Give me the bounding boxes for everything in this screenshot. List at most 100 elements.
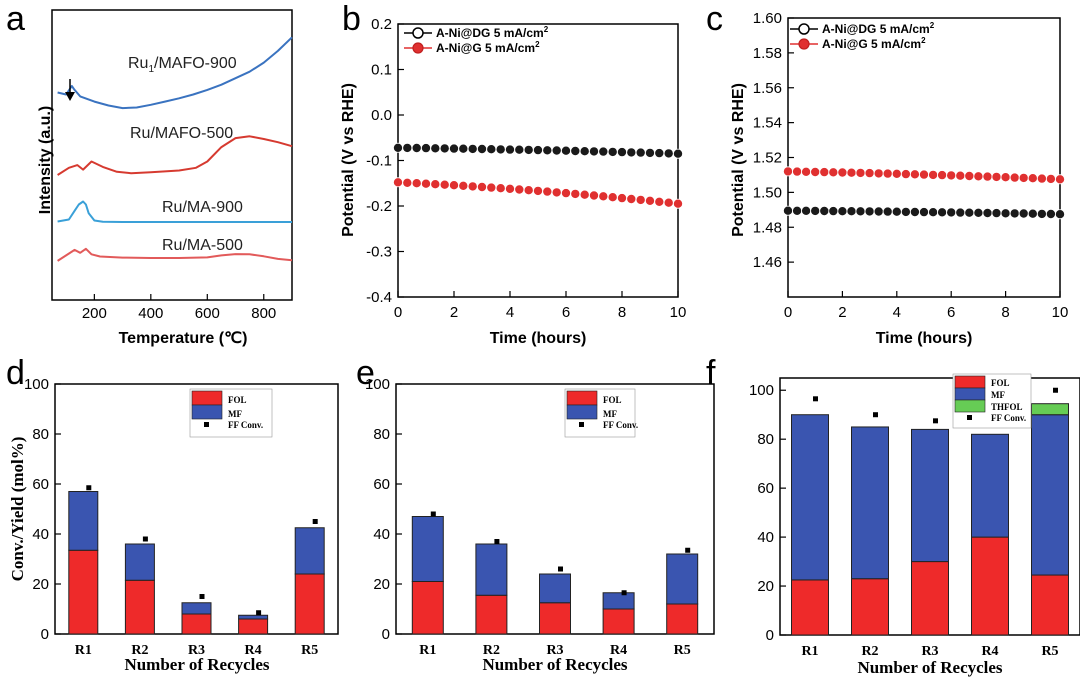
x-tick-label: 8 (618, 304, 626, 321)
x-tick-label: R5 (1041, 644, 1058, 659)
data-point (579, 189, 590, 200)
y-tick-label: 60 (373, 476, 390, 493)
y-tick-label: 1.60 (753, 10, 782, 27)
x-tick-label: R5 (674, 643, 691, 658)
data-point (982, 207, 993, 218)
legend-b: A-Ni@DG 5 mA/cm2 A-Ni@G 5 mA/cm2 (404, 25, 549, 55)
x-tick-label: R1 (75, 643, 92, 658)
y-tick-label: 100 (749, 382, 774, 399)
bar-fol-r2 (124, 579, 155, 635)
data-point (900, 169, 911, 180)
panel-label-a: a (6, 0, 25, 38)
y-tick-label: 0 (382, 626, 390, 643)
data-point (589, 146, 600, 157)
bars-d (68, 485, 325, 635)
x-tick-label: R3 (546, 643, 563, 658)
x-tick-label: 8 (1001, 304, 1009, 321)
curve-0 (57, 36, 293, 110)
data-point (514, 144, 525, 155)
data-point (837, 167, 848, 178)
legend-swatch-mf (566, 404, 598, 420)
data-point (542, 186, 553, 197)
bar-fol-r5 (294, 573, 325, 635)
curve-3 (57, 247, 293, 262)
legend-ff-conv-marker (967, 415, 972, 420)
data-point (937, 170, 948, 181)
data-point (991, 208, 1002, 219)
bar-mf-r1 (791, 414, 829, 581)
y-tick-label: 80 (373, 426, 390, 443)
data-point (430, 179, 441, 190)
data-point (439, 143, 450, 154)
y-tick-label: 0.2 (371, 16, 392, 33)
data-point (1036, 208, 1047, 219)
x-tick-label: R4 (610, 643, 627, 658)
y-tick-label: 20 (757, 578, 774, 595)
y-tick-label: 1.54 (753, 115, 782, 132)
y-tick-label: -0.2 (366, 198, 392, 215)
data-point (504, 183, 515, 194)
x-tick-label: 10 (1052, 304, 1069, 321)
y-tick-label: 20 (32, 576, 49, 593)
y-tick-label: 60 (757, 480, 774, 497)
data-point (1045, 173, 1056, 184)
bar-fol-r4 (238, 618, 269, 635)
data-point (448, 143, 459, 154)
x-tick-label: 6 (562, 304, 570, 321)
legend-label-fol: FOL (991, 378, 1010, 388)
ff-conv-marker-r1 (86, 485, 92, 491)
bar-mf-r1 (68, 491, 99, 551)
data-point (448, 180, 459, 191)
panel-label-b: b (342, 0, 361, 38)
data-point (533, 145, 544, 156)
data-point (1055, 209, 1066, 220)
y-tick-label: 1.46 (753, 254, 782, 271)
data-point (792, 205, 803, 216)
y-axis-label-a: Intensity (a.u.) (37, 106, 54, 214)
ff-conv-marker-r3 (199, 594, 205, 599)
bars-f (791, 387, 1069, 636)
panel-c: 0 2 4 6 8 101.461.481.501.521.541.561.581.60 … (730, 10, 1068, 347)
data-point (855, 206, 866, 217)
x-axis-label-b: Time (hours) (490, 330, 587, 347)
data-point (430, 143, 441, 154)
data-point (900, 206, 911, 217)
y-axis-label-d: Conv./Yield (mol%) (8, 437, 27, 582)
ff-conv-marker-r5 (1053, 387, 1058, 393)
panel-label-d: d (6, 354, 25, 392)
bar-mf-r4 (602, 592, 635, 610)
data-point (570, 145, 581, 156)
data-point (864, 168, 875, 179)
data-point (1027, 208, 1038, 219)
data-point (1009, 172, 1020, 183)
data-point (964, 170, 975, 181)
data-point (891, 168, 902, 179)
bar-mf-r5 (294, 527, 325, 575)
y-tick-label: 100 (24, 376, 49, 393)
bar-fol-r4 (971, 536, 1009, 636)
data-point (1036, 173, 1047, 184)
data-point (635, 147, 646, 158)
data-point (1027, 173, 1038, 184)
data-point (626, 147, 637, 158)
legend-label-ff-conv: FF Conv. (228, 420, 263, 430)
curve-2 (57, 200, 292, 223)
data-point (1055, 174, 1066, 185)
bar-mf-r3 (911, 428, 949, 563)
legend-swatch-fol (566, 390, 598, 406)
ff-conv-marker-r4 (621, 590, 627, 596)
legend-swatch-mf (954, 387, 986, 401)
y-tick-label: 0.1 (371, 62, 392, 79)
legend-ff-conv-marker (204, 422, 209, 427)
legend-label-a-ni-dg: A-Ni@DG 5 mA/cm2 (436, 25, 549, 40)
x-tick-label: 10 (670, 304, 687, 321)
y-tick-label: -0.3 (366, 244, 392, 261)
x-tick-label-a: 600 (195, 305, 220, 322)
plot-frame-c (787, 17, 1061, 298)
axis-ticks-c: 0 2 4 6 8 10 1.46 1.48 1.50 1.52 1.54 1.56 1.58 1.60 (753, 10, 1069, 321)
axis-ticks-d: 0 20 40 60 80 100 R1 R2 R3 R4 R5 (24, 376, 318, 658)
y-axis-label-c: Potential (V vs RHE) (730, 83, 747, 237)
